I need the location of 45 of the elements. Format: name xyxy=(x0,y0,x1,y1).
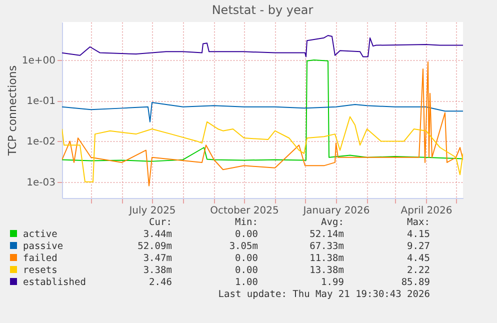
y-tick-label: 1e-02 xyxy=(26,136,56,148)
text: 3.47m xyxy=(142,253,172,265)
text: Min: xyxy=(234,217,258,229)
text: 3.05m xyxy=(228,241,258,253)
text: 4.15 xyxy=(406,229,430,241)
text: 0.00 xyxy=(234,265,258,277)
y-tick-label: 1e-03 xyxy=(26,177,56,188)
line-series xyxy=(62,102,463,122)
text: 85.89 xyxy=(400,277,430,289)
text: 11.38m xyxy=(308,253,344,265)
text: 9.27 xyxy=(406,241,430,253)
text: 3.44m xyxy=(142,229,172,241)
legend-label: active xyxy=(22,229,58,241)
legend-label: resets xyxy=(22,265,58,277)
text: Avg: xyxy=(320,217,344,229)
text: 13.38m xyxy=(308,265,344,277)
y-axis-title: TCP connections xyxy=(6,65,19,157)
text: 2.46 xyxy=(148,277,172,289)
text: 67.33m xyxy=(308,241,344,253)
text: 4.45 xyxy=(406,253,430,265)
line-series xyxy=(62,59,463,162)
text: 2.22 xyxy=(406,265,430,277)
y-tick-label: 1e+00 xyxy=(22,55,56,66)
chart-title: Netstat - by year xyxy=(212,3,314,17)
x-tick-label: January 2026 xyxy=(302,206,370,216)
text: 0.00 xyxy=(234,253,258,265)
text: 52.14m xyxy=(308,229,344,241)
x-tick-label: October 2025 xyxy=(210,206,279,216)
text: 52.09m xyxy=(136,241,172,253)
legend-label: passive xyxy=(22,241,64,253)
text: 0.00 xyxy=(234,229,258,241)
text: Max: xyxy=(406,217,430,229)
legend-label: failed xyxy=(22,253,58,265)
line-series xyxy=(62,61,463,186)
text: Cur: xyxy=(148,217,172,229)
text: Last update: Thu May 21 19:30:43 2026 xyxy=(217,289,430,301)
text: 3.38m xyxy=(142,265,172,277)
x-tick-label: July 2025 xyxy=(128,206,176,216)
y-tick-label: 1e-01 xyxy=(26,96,56,108)
text: 1.99 xyxy=(320,277,344,289)
x-tick-label: April 2026 xyxy=(400,206,452,216)
legend-label: established xyxy=(22,277,86,289)
line-series xyxy=(62,35,463,58)
text: 1.00 xyxy=(234,277,258,289)
line-series xyxy=(62,116,463,182)
